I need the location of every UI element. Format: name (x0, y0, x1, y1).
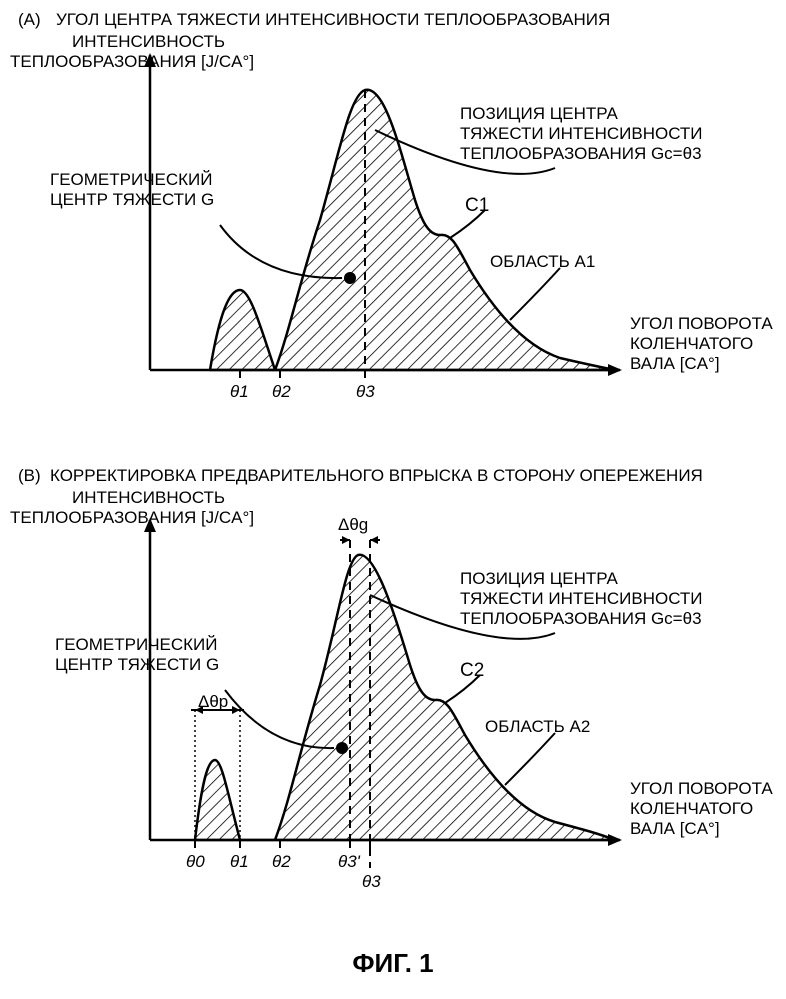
panel-b-tick-t1: θ1 (230, 852, 249, 872)
panel-a-tick-t1: θ1 (230, 382, 249, 402)
panel-a-tick-t3: θ3 (356, 382, 375, 402)
panel-a-tick-t2: θ2 (272, 382, 291, 402)
panel-b-tick-t3: θ3 (362, 872, 381, 892)
panel-b-chart (0, 460, 786, 900)
panel-b-tick-t2: θ2 (272, 852, 291, 872)
figure-caption: ФИГ. 1 (0, 948, 786, 979)
panel-a-chart (0, 0, 786, 430)
panel-b: (B) КОРРЕКТИРОВКА ПРЕДВАРИТЕЛЬНОГО ВПРЫС… (0, 460, 786, 940)
panel-a: (A) УГОЛ ЦЕНТРА ТЯЖЕСТИ ИНТЕНСИВНОСТИ ТЕ… (0, 0, 786, 460)
panel-b-tick-t3p: θ3' (338, 852, 360, 872)
panel-b-tick-t0: θ0 (186, 852, 205, 872)
page: (A) УГОЛ ЦЕНТРА ТЯЖЕСТИ ИНТЕНСИВНОСТИ ТЕ… (0, 0, 786, 999)
